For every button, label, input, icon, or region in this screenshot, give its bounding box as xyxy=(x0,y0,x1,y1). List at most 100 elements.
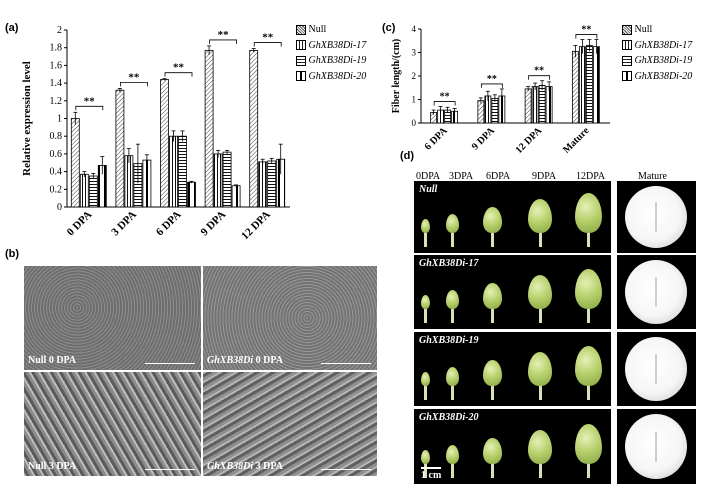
scale-bar xyxy=(321,363,371,364)
scale-bar xyxy=(145,363,195,364)
boll-stem xyxy=(491,231,494,247)
category-label: 6 DPA xyxy=(423,125,451,153)
y-tick-label: 1.6 xyxy=(50,60,63,71)
bar xyxy=(178,135,187,208)
category-label: 3 DPA xyxy=(109,209,139,239)
bar xyxy=(585,45,593,124)
y-tick-label: 0 xyxy=(57,202,62,213)
legend-a-l19: GhXB38Di-19 xyxy=(296,53,366,69)
bar xyxy=(124,155,134,208)
legend-c-null-label: Null xyxy=(634,24,653,35)
boll-stem xyxy=(587,384,590,400)
boll-stem xyxy=(539,307,542,323)
cotton-boll xyxy=(445,367,459,386)
mature-cotton-photo xyxy=(617,181,696,253)
boll-stem xyxy=(539,462,542,478)
legend-a-null: Null xyxy=(296,22,366,38)
boll-stem xyxy=(451,462,454,478)
category-label: 0 DPA xyxy=(65,209,95,239)
caption-text: Null 0 DPA xyxy=(28,355,77,366)
scale-bar xyxy=(145,469,195,470)
mature-cotton-photo xyxy=(617,255,696,329)
legend-c-l17: GhXB38Di-17 xyxy=(622,38,692,54)
boll-stem xyxy=(587,231,590,247)
stage-mature: Mature xyxy=(638,171,667,182)
legend-a-l20-label: GhXB38Di-20 xyxy=(308,70,367,82)
significance-label: ** xyxy=(534,66,544,77)
significance-bracket xyxy=(209,39,238,44)
scale-bar-line xyxy=(421,467,441,469)
cotton-boll xyxy=(420,219,430,233)
bar xyxy=(538,85,546,124)
bar xyxy=(249,49,259,208)
significance-bracket xyxy=(253,42,282,47)
panel-label-b: (b) xyxy=(5,248,20,260)
boll-stem xyxy=(424,307,427,323)
y-tick-label: 1 xyxy=(412,95,417,105)
boll-stem xyxy=(587,462,590,478)
panel-label-d: (d) xyxy=(400,150,415,162)
cotton-fold xyxy=(655,277,657,307)
boll-stem xyxy=(424,231,427,247)
y-tick-label: 0 xyxy=(412,118,417,128)
legend-c-l20: GhXB38Di-20 xyxy=(622,69,692,85)
legend-a-l17-label: GhXB38Di-17 xyxy=(308,39,367,51)
y-tick-label: 0.4 xyxy=(50,167,63,178)
sem-null-3dpa: Null 3 DPA xyxy=(24,372,201,476)
bar xyxy=(213,153,223,208)
significance-bracket xyxy=(75,105,104,111)
legend-a-swatch xyxy=(296,55,306,66)
legend-a-swatch xyxy=(296,71,306,82)
boll-photo-row: GhXB38Di-17 xyxy=(414,255,611,329)
caption-text: Null 3 DPA xyxy=(28,461,77,472)
panel-label-c: (c) xyxy=(382,22,396,34)
bar xyxy=(267,160,277,208)
legend-c-swatch xyxy=(622,40,632,51)
bar xyxy=(142,159,152,208)
cotton-boll xyxy=(574,424,602,464)
y-tick-label: 1.4 xyxy=(50,78,63,89)
cotton-boll xyxy=(574,346,602,386)
y-axis-label: Fiber length/(cm) xyxy=(391,39,402,114)
bar xyxy=(258,161,268,208)
cotton-boll xyxy=(482,283,502,309)
bar xyxy=(187,181,196,208)
boll-stem xyxy=(539,231,542,247)
scale-bar-label: 1 cm xyxy=(421,467,441,481)
cotton-boll xyxy=(445,445,459,464)
cotton-boll xyxy=(420,450,430,464)
bar xyxy=(70,118,80,208)
y-tick-label: 1 xyxy=(57,114,62,125)
category-label: 12 DPA xyxy=(239,209,273,243)
stage-0dpa: 0DPA xyxy=(416,171,441,182)
stage-9dpa: 9DPA xyxy=(532,171,557,182)
y-tick-label: 1.8 xyxy=(50,43,63,54)
legend-a-l17: GhXB38Di-17 xyxy=(296,38,366,54)
cotton-boll xyxy=(445,214,459,233)
bar xyxy=(169,135,178,208)
sem-ghxb38di-3dpa: GhXB38Di 3 DPA xyxy=(203,372,377,476)
boll-stem xyxy=(491,307,494,323)
legend-c-swatch xyxy=(622,24,632,35)
category-label: 9 DPA xyxy=(198,209,228,239)
scale-bar-text: 1 cm xyxy=(421,470,442,481)
cotton-boll xyxy=(528,430,552,464)
category-label: 6 DPA xyxy=(154,209,184,239)
row-label: GhXB38Di-17 xyxy=(419,258,479,269)
boll-stem xyxy=(424,384,427,400)
bar xyxy=(545,86,553,124)
row-label: GhXB38Di-20 xyxy=(419,412,479,423)
boll-stem xyxy=(424,462,427,478)
bar xyxy=(524,88,532,124)
sem-caption: GhXB38Di 0 DPA xyxy=(207,355,283,366)
boll-stem xyxy=(491,462,494,478)
category-label: 12 DPA xyxy=(514,125,545,156)
category-label: Mature xyxy=(561,125,592,156)
boll-photo-row: GhXB38Di-20 xyxy=(414,409,611,484)
legend-a-swatch xyxy=(296,24,306,35)
boll-photo-row: GhXB38Di-19 xyxy=(414,332,611,406)
cotton-fold xyxy=(655,431,657,462)
boll-stem xyxy=(451,307,454,323)
legend-a: Null GhXB38Di-17 GhXB38Di-19 GhXB38Di-20 xyxy=(296,22,366,84)
significance-label: ** xyxy=(440,92,450,103)
